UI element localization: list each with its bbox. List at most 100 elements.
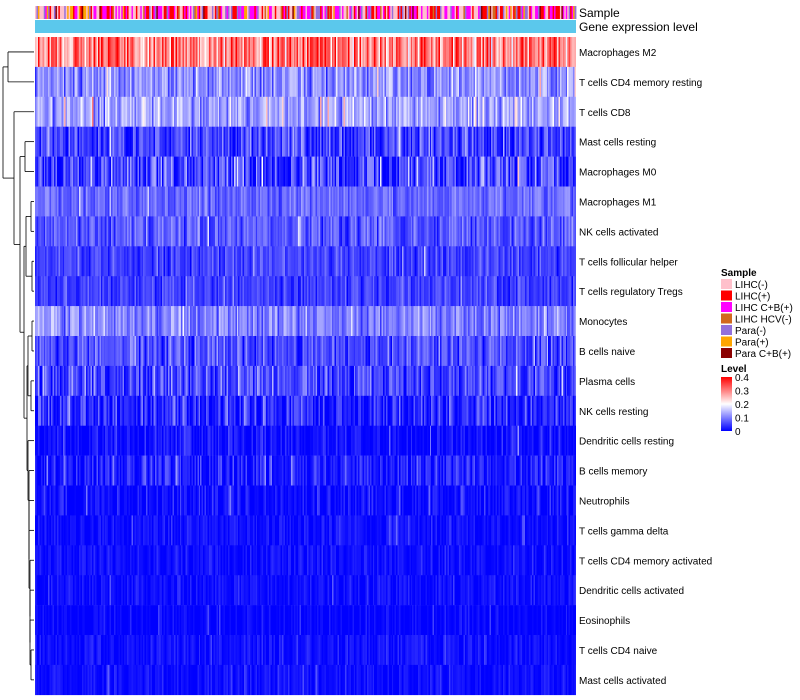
sample-annotation-cell (251, 6, 254, 19)
sample-annotation-cell (232, 6, 235, 19)
sample-annotation-cell (295, 6, 298, 19)
sample-annotation-cell (144, 6, 147, 19)
sample-annotation-cell (442, 6, 445, 19)
heatmap-row (35, 186, 576, 217)
sample-annotation-cell (103, 6, 106, 19)
sample-annotation-cell (444, 6, 447, 19)
sample-annotation-cell (248, 6, 251, 19)
sample-annotation-cell (397, 6, 400, 19)
sample-annotation-cell (320, 6, 322, 19)
sample-annotation-cell (128, 6, 131, 19)
sample-annotation-cell (499, 6, 502, 19)
sample-annotation-cell (425, 6, 428, 19)
sample-annotation-cell (67, 6, 70, 19)
sample-annotation-cell (336, 6, 339, 19)
sample-annotation-cell (264, 6, 267, 19)
sample-annotation-cell (527, 6, 530, 19)
sample-annotation-cell (421, 6, 423, 19)
row-label: Eosinophils (579, 616, 630, 627)
sample-annotation-cell (460, 6, 463, 19)
sample-annotation-cell (568, 6, 571, 19)
sample-annotation-cell (415, 6, 418, 19)
sample-annotation-cell (440, 6, 442, 19)
sample-annotation-cell (149, 6, 151, 19)
sample-annotation-cell (283, 6, 286, 19)
sample-annotation-cell (475, 6, 477, 19)
sample-annotation-cell (223, 6, 226, 19)
sample-annotation-cell (105, 6, 108, 19)
sample-annotation-cell (564, 6, 567, 19)
sample-annotation-cell (545, 6, 548, 19)
sample-annotation-cell (298, 6, 301, 19)
sample-annotation-cell (404, 6, 407, 19)
sample-annotation-cell (187, 6, 189, 19)
sample-annotation-cell (521, 6, 524, 19)
heatmap-row (35, 455, 576, 486)
sample-annotation-cell (426, 6, 429, 19)
sample-legend-label: Para(-) (735, 326, 766, 337)
level-legend-tick: 0 (735, 427, 741, 438)
sample-annotation-cell (488, 6, 491, 19)
sample-annotation-cell (482, 6, 485, 19)
heatmap-body (35, 37, 576, 696)
sample-annotation-cell (172, 6, 175, 19)
sample-annotation-cell (450, 6, 453, 19)
sample-annotation-cell (140, 6, 143, 19)
sample-annotation-cell (138, 6, 141, 19)
row-label: Mast cells activated (579, 676, 666, 687)
sample-annotation-cell (40, 6, 43, 19)
sample-annotation-cell (507, 6, 510, 19)
sample-annotation-cell (508, 6, 511, 19)
sample-annotation-cell (574, 6, 577, 19)
sample-annotation-cell (184, 6, 186, 19)
sample-annotation-cell (100, 6, 103, 19)
sample-annotation-cell (51, 6, 53, 19)
row-label: T cells CD4 naive (579, 646, 658, 657)
sample-annotation-cell (548, 6, 551, 19)
sample-annotation-cell (241, 6, 244, 19)
sample-annotation-cell (454, 6, 457, 19)
sample-annotation-cell (70, 6, 72, 19)
sample-annotation-cell (337, 6, 340, 19)
sample-annotation-cell (375, 6, 378, 19)
sample-annotation-cell (68, 6, 71, 19)
sample-annotation-cell (565, 6, 568, 19)
sample-annotation-cell (276, 6, 279, 19)
sample-annotation-cell (113, 6, 116, 19)
sample-annotation-cell (327, 6, 330, 19)
sample-annotation-cell (83, 6, 86, 19)
sample-legend-label: Para(+) (735, 338, 769, 349)
sample-annotation-cell (399, 6, 401, 19)
sample-annotation-cell (207, 6, 210, 19)
sample-annotation-cell (412, 6, 415, 19)
sample-annotation-cell (92, 6, 94, 19)
sample-annotation-cell (413, 6, 416, 19)
sample-annotation-cell (543, 6, 546, 19)
sample-annotation-cell (209, 6, 211, 19)
heatmap-row (35, 605, 576, 636)
sample-annotation-cell (159, 6, 162, 19)
sample-annotation-cell (390, 6, 393, 19)
sample-annotation-cell (86, 6, 89, 19)
sample-annotation-cell (220, 6, 223, 19)
sample-annotation-cell (355, 6, 358, 19)
sample-annotation-cell (558, 6, 561, 19)
row-label: NK cells activated (579, 227, 658, 238)
heatmap-row (35, 336, 576, 367)
row-label: T cells follicular helper (579, 257, 678, 268)
sample-annotation-cell (65, 6, 68, 19)
row-label: Dendritic cells resting (579, 437, 674, 448)
sample-annotation-cell (206, 6, 208, 19)
heatmap-row (35, 635, 576, 666)
sample-annotation-cell (407, 6, 410, 19)
row-label: Mast cells resting (579, 138, 656, 149)
sample-annotation-cell (504, 6, 507, 19)
sample-annotation-cell (195, 6, 198, 19)
sample-annotation-cell (267, 6, 270, 19)
sample-annotation-cell (573, 6, 575, 19)
sample-annotation-cell (385, 6, 388, 19)
sample-annotation-cell (559, 6, 562, 19)
sample-annotation-cell (429, 6, 432, 19)
sample-annotation-cell (176, 6, 179, 19)
sample-annotation-cell (422, 6, 425, 19)
